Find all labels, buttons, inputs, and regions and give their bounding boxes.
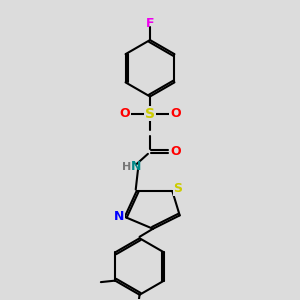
Text: O: O	[119, 107, 130, 120]
Text: S: S	[145, 107, 155, 121]
Text: N: N	[130, 160, 141, 173]
Text: O: O	[170, 145, 181, 158]
Text: O: O	[170, 107, 181, 120]
Text: H: H	[122, 162, 131, 172]
Text: S: S	[173, 182, 182, 195]
Text: F: F	[146, 17, 154, 30]
Text: N: N	[114, 210, 124, 224]
